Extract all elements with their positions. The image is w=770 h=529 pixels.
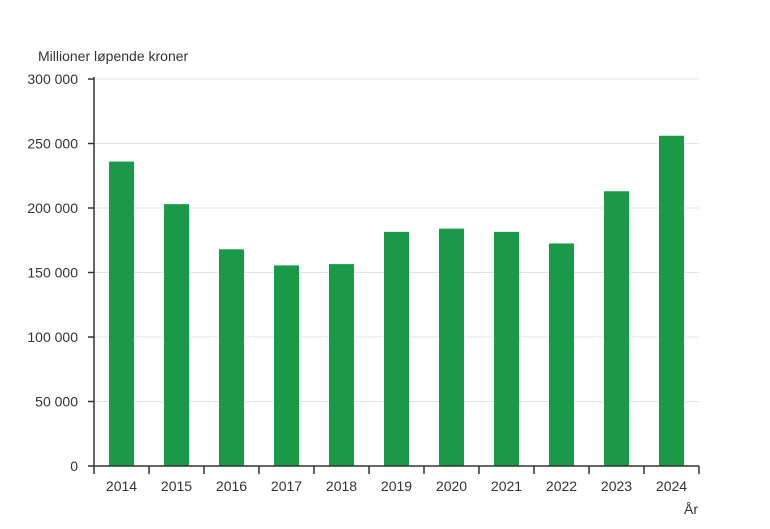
x-tick-label: 2015 bbox=[161, 478, 192, 494]
bar-2020 bbox=[439, 228, 464, 466]
y-tick-label: 0 bbox=[70, 458, 78, 474]
y-tick-label: 50 000 bbox=[35, 394, 78, 410]
y-axis: 0 50 000 100 000 150 000 200 000 250 000 300 0… bbox=[27, 71, 95, 474]
x-tick-label: 2020 bbox=[436, 478, 467, 494]
x-tick-label: 2024 bbox=[656, 478, 687, 494]
x-tick-label: 2019 bbox=[381, 478, 412, 494]
x-tick-label: 2022 bbox=[546, 478, 577, 494]
x-axis-title: År bbox=[684, 501, 698, 517]
bar-2019 bbox=[384, 231, 409, 466]
bar-2018 bbox=[329, 264, 354, 466]
y-tick-label: 200 000 bbox=[27, 200, 78, 216]
bar-2015 bbox=[164, 204, 189, 466]
bar-2021 bbox=[494, 231, 519, 466]
x-tick-label: 2014 bbox=[106, 478, 137, 494]
bar-2024 bbox=[659, 135, 684, 466]
y-tick-label: 150 000 bbox=[27, 265, 78, 281]
y-tick-label: 100 000 bbox=[27, 329, 78, 345]
x-axis: 2014 2015 2016 2017 2018 2019 2020 2021 2022 2023… bbox=[93, 465, 700, 494]
y-axis-title: Millioner løpende kroner bbox=[38, 48, 189, 64]
bar-2014 bbox=[109, 161, 134, 466]
x-tick-label: 2017 bbox=[271, 478, 302, 494]
bar-2023 bbox=[604, 191, 629, 467]
x-tick-label: 2021 bbox=[491, 478, 522, 494]
bars bbox=[109, 135, 684, 467]
bar-2017 bbox=[274, 265, 299, 466]
x-tick-label: 2018 bbox=[326, 478, 357, 494]
bar-2022 bbox=[549, 243, 574, 466]
x-tick-label: 2016 bbox=[216, 478, 247, 494]
bar-2016 bbox=[219, 249, 244, 466]
y-tick-label: 250 000 bbox=[27, 136, 78, 152]
x-tick-label: 2023 bbox=[601, 478, 632, 494]
y-tick-label: 300 000 bbox=[27, 71, 78, 87]
